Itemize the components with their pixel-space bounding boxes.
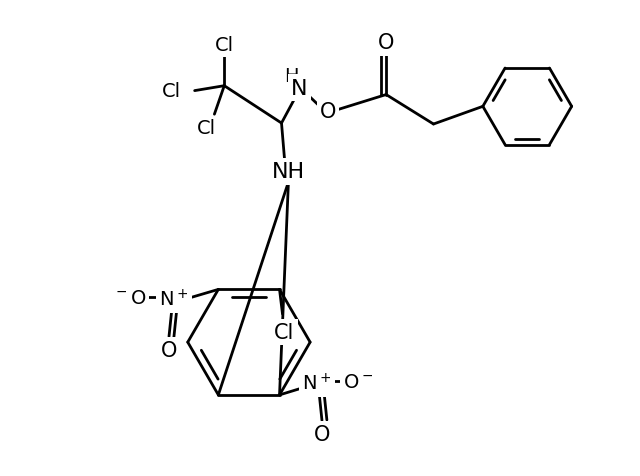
Text: O: O: [314, 424, 330, 444]
Text: N$^+$: N$^+$: [159, 289, 189, 310]
Text: $^-$O: $^-$O: [113, 288, 147, 307]
Text: Cl: Cl: [197, 119, 216, 138]
Text: Cl: Cl: [214, 36, 234, 55]
Text: O: O: [320, 102, 336, 122]
Text: H: H: [284, 67, 299, 86]
Text: N$^+$: N$^+$: [302, 373, 332, 394]
Text: O$^-$: O$^-$: [344, 372, 374, 391]
Text: Cl: Cl: [275, 322, 294, 342]
Text: O: O: [161, 341, 177, 360]
Text: N: N: [291, 79, 308, 99]
Text: NH: NH: [272, 162, 305, 182]
Text: O: O: [378, 33, 394, 53]
Text: Cl: Cl: [161, 82, 180, 101]
